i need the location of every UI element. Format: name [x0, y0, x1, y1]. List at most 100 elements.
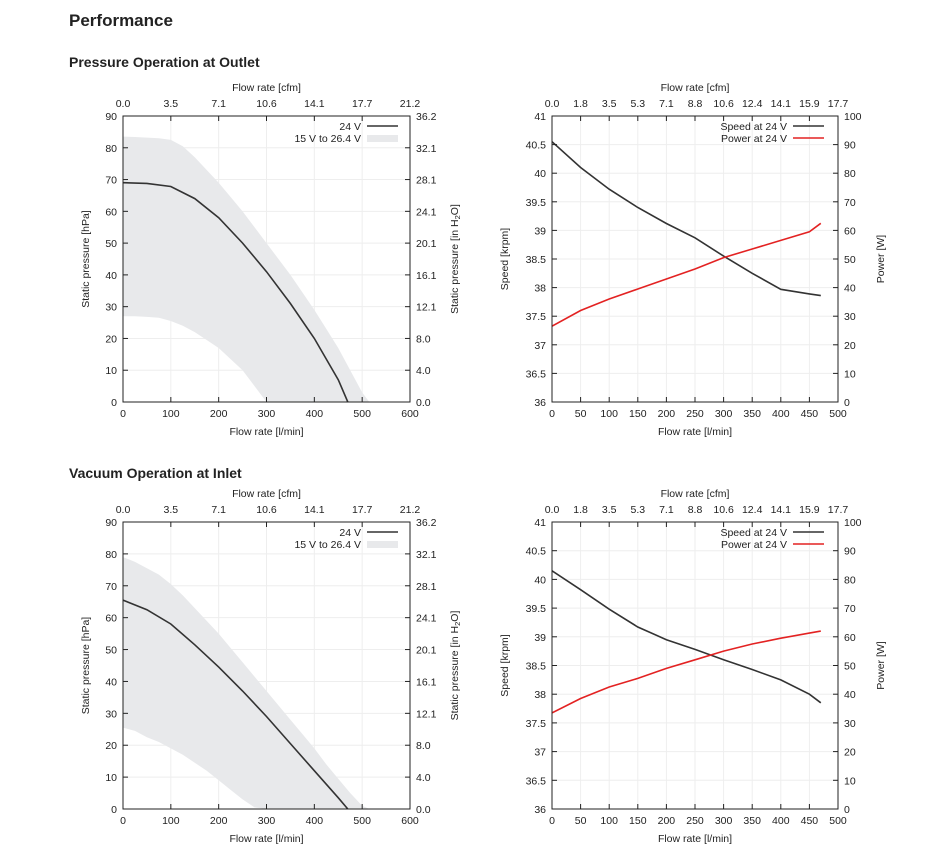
x-tick-label: 400: [772, 408, 790, 420]
x2-tick-label: 12.4: [742, 504, 763, 516]
x-tick-label: 400: [306, 408, 324, 420]
series-line-24v: [123, 181, 349, 402]
x-tick-label: 200: [658, 408, 676, 420]
y-tick-label: 70: [105, 175, 117, 187]
y-tick-label: 60: [105, 613, 117, 625]
x-tick-label: 0: [549, 815, 555, 827]
x-tick-label: 350: [743, 815, 761, 827]
x2-tick-label: 8.8: [688, 98, 703, 110]
x2-tick-label: 7.1: [659, 98, 674, 110]
x2-tick-label: 14.1: [304, 504, 325, 516]
y2-tick-label: 16.1: [416, 676, 437, 688]
x2-tick-label: 21.2: [400, 504, 421, 516]
y2-tick-label: 70: [844, 603, 856, 615]
plot-area: [123, 136, 370, 402]
y2-tick-label: 90: [844, 140, 856, 152]
y2-tick-label: 0: [844, 804, 850, 816]
y-tick-label: 90: [105, 517, 117, 529]
subscript: 2: [453, 622, 462, 626]
y-axis-label: Static pressure [hPa]: [80, 617, 92, 715]
y-tick-label: 39.5: [526, 197, 547, 209]
y-tick-label: 38.5: [526, 254, 547, 266]
y2-tick-label: 8.0: [416, 740, 431, 752]
series-band-15v-to-26v: [123, 557, 370, 809]
x-tick-label: 0: [549, 408, 555, 420]
x-tick-label: 600: [401, 408, 419, 420]
y-tick-label: 39.5: [526, 603, 547, 615]
x2-tick-label: 5.3: [630, 98, 645, 110]
y2-tick-label: 20: [844, 340, 856, 352]
x2-tick-label: 3.5: [164, 504, 179, 516]
x-tick-label: 500: [829, 815, 847, 827]
x-tick-label: 300: [258, 408, 276, 420]
y-tick-label: 70: [105, 581, 117, 593]
y-tick-label: 41: [534, 111, 546, 123]
x-axis-label: Flow rate [l/min]: [658, 426, 732, 438]
x-tick-label: 100: [600, 408, 618, 420]
x-tick-label: 200: [210, 815, 228, 827]
y2-tick-label: 60: [844, 225, 856, 237]
x-tick-label: 100: [162, 815, 180, 827]
y-tick-label: 40.5: [526, 546, 547, 558]
x2-tick-label: 0.0: [545, 504, 560, 516]
y-tick-label: 50: [105, 238, 117, 250]
x2-axis-label: Flow rate [cfm]: [661, 82, 730, 94]
x2-tick-label: 0.0: [545, 98, 560, 110]
y-tick-label: 40: [105, 676, 117, 688]
y-axis-label: Speed [krpm]: [499, 228, 511, 291]
y-tick-label: 30: [105, 302, 117, 314]
y-tick-label: 40: [534, 168, 546, 180]
legend-label: Power at 24 V: [721, 133, 787, 145]
y2-axis-label: Static pressure [in H2O]: [449, 204, 462, 314]
legend-label: 24 V: [339, 121, 361, 133]
y-tick-label: 40: [534, 574, 546, 586]
x-tick-label: 500: [829, 408, 847, 420]
y2-tick-label: 28.1: [416, 581, 437, 593]
x2-tick-label: 7.1: [211, 98, 226, 110]
legend-label: Speed at 24 V: [720, 121, 787, 133]
y2-tick-label: 40: [844, 283, 856, 295]
y-axis-label: Speed [krpm]: [499, 634, 511, 697]
y-tick-label: 41: [534, 517, 546, 529]
y2-tick-label: 32.1: [416, 549, 437, 561]
y-tick-label: 0: [111, 397, 117, 409]
page-title: Performance: [69, 11, 173, 30]
y-tick-label: 37: [534, 747, 546, 759]
x2-tick-label: 17.7: [352, 98, 373, 110]
section-title-outlet: Pressure Operation at Outlet: [69, 54, 260, 70]
legend-label: 15 V to 26.4 V: [294, 539, 361, 551]
x2-tick-label: 3.5: [602, 504, 617, 516]
y2-tick-label: 12.1: [416, 302, 437, 314]
y2-tick-label: 16.1: [416, 270, 437, 282]
y-tick-label: 40: [105, 270, 117, 282]
y2-tick-label: 20: [844, 747, 856, 759]
plot-area: [552, 570, 822, 714]
y2-tick-label: 4.0: [416, 365, 431, 377]
legend-label: Power at 24 V: [721, 539, 787, 551]
y2-tick-label: 10: [844, 368, 856, 380]
y-tick-label: 20: [105, 333, 117, 345]
x2-tick-label: 7.1: [659, 504, 674, 516]
y2-tick-label: 70: [844, 197, 856, 209]
x2-tick-label: 10.6: [713, 98, 734, 110]
y2-tick-label: 10: [844, 775, 856, 787]
x2-tick-label: 14.1: [771, 98, 792, 110]
y-tick-label: 39: [534, 632, 546, 644]
x-tick-label: 250: [686, 815, 704, 827]
x-tick-label: 100: [162, 408, 180, 420]
y-tick-label: 36.5: [526, 368, 547, 380]
x-tick-label: 450: [801, 815, 819, 827]
y-tick-label: 0: [111, 804, 117, 816]
x-tick-label: 150: [629, 815, 647, 827]
x-tick-label: 400: [772, 815, 790, 827]
y-tick-label: 20: [105, 740, 117, 752]
x-tick-label: 0: [120, 815, 126, 827]
x-tick-label: 200: [658, 815, 676, 827]
y-tick-label: 37.5: [526, 718, 547, 730]
x2-axis-label: Flow rate [cfm]: [232, 82, 301, 94]
x-axis-label: Flow rate [l/min]: [229, 833, 303, 845]
y-tick-label: 38: [534, 689, 546, 701]
y2-tick-label: 32.1: [416, 143, 437, 155]
